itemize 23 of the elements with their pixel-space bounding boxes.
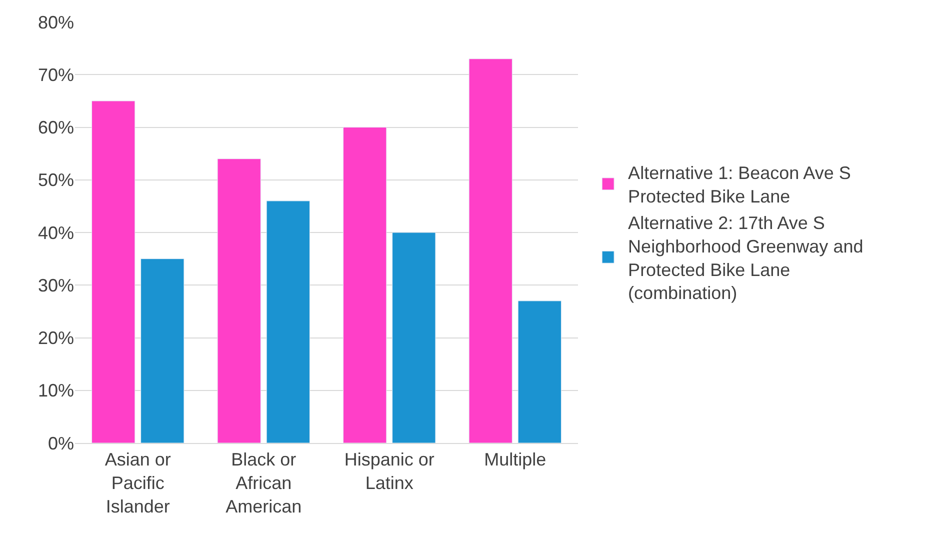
bar: [343, 127, 387, 443]
bar: [518, 300, 562, 443]
y-tick-label: 40%: [38, 222, 74, 243]
bar: [140, 258, 184, 443]
y-tick-label: 50%: [38, 170, 74, 190]
y-tick-label: 0%: [48, 433, 74, 454]
legend-label: Alternative 1: Beacon Ave S Protected Bike Lane: [628, 163, 851, 207]
x-tick-label: Black or African American: [226, 450, 302, 516]
bar: [266, 200, 310, 443]
x-tick-label: Asian or Pacific Islander: [104, 450, 171, 516]
y-tick-label: 80%: [38, 12, 74, 32]
x-tick-label: Multiple: [484, 450, 546, 470]
y-tick-label: 30%: [38, 275, 74, 296]
y-tick-label: 10%: [38, 380, 74, 401]
bar: [92, 100, 136, 443]
bar: [217, 158, 261, 443]
bar: [392, 232, 436, 443]
x-tick-label: Hispanic or Latinx: [344, 450, 434, 493]
y-tick-label: 60%: [38, 118, 74, 138]
legend-label: Alternative 2: 17th Ave S Neighborhood Greenway and Protected Bike Lane (combination): [628, 213, 864, 304]
y-tick-label: 70%: [38, 64, 74, 85]
y-tick-label: 20%: [38, 328, 74, 348]
bar: [468, 58, 512, 443]
